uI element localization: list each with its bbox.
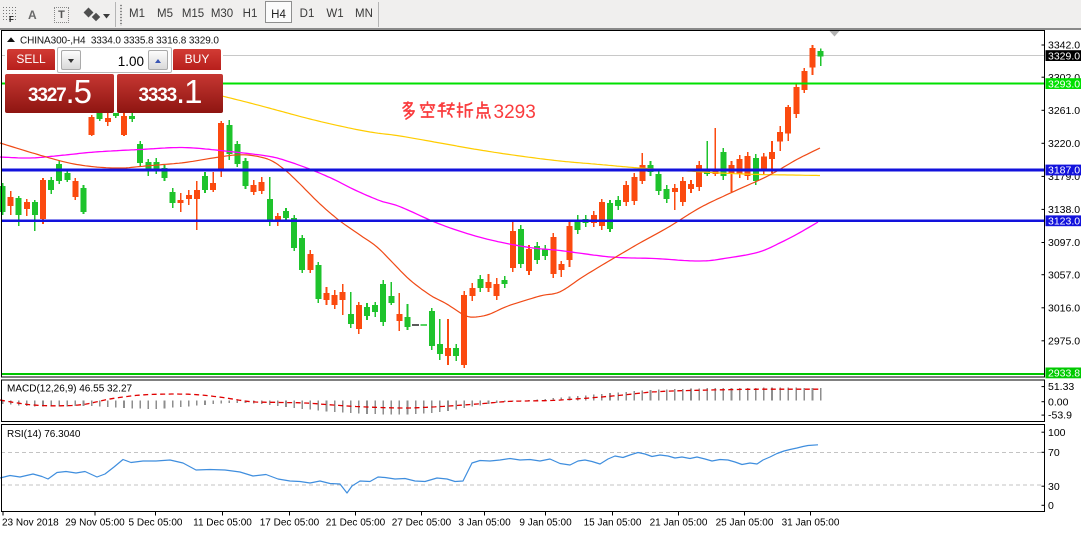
- svg-text:70: 70: [1048, 447, 1060, 459]
- svg-text:3187.0: 3187.0: [1048, 165, 1080, 177]
- svg-text:17 Dec 05:00: 17 Dec 05:00: [260, 518, 320, 529]
- svg-text:3 Jan 05:00: 3 Jan 05:00: [458, 518, 511, 529]
- svg-text:0: 0: [1048, 500, 1054, 512]
- svg-text:5 Dec 05:00: 5 Dec 05:00: [129, 518, 183, 529]
- svg-text:51.33: 51.33: [1048, 381, 1074, 393]
- svg-text:29 Nov 05:00: 29 Nov 05:00: [65, 518, 125, 529]
- svg-text:3123.0: 3123.0: [1048, 216, 1080, 228]
- svg-text:-53.9: -53.9: [1048, 410, 1072, 422]
- svg-text:3057.0: 3057.0: [1048, 269, 1080, 281]
- svg-text:0.00: 0.00: [1048, 396, 1069, 408]
- svg-text:21 Dec 05:00: 21 Dec 05:00: [326, 518, 386, 529]
- svg-text:9 Jan 05:00: 9 Jan 05:00: [519, 518, 572, 529]
- svg-text:RSI(14) 76.3040: RSI(14) 76.3040: [7, 429, 81, 440]
- svg-text:CHINA300-,H4 3334.0 3335.8 33: CHINA300-,H4 3334.0 3335.8 3316.8 3329.0: [20, 36, 219, 47]
- svg-text:21 Jan 05:00: 21 Jan 05:00: [650, 518, 708, 529]
- svg-text:30: 30: [1048, 481, 1060, 493]
- svg-text:3138.0: 3138.0: [1048, 204, 1080, 216]
- svg-text:23 Nov 2018: 23 Nov 2018: [2, 518, 59, 529]
- svg-text:3329.0: 3329.0: [1048, 50, 1080, 62]
- svg-text:2975.0: 2975.0: [1048, 335, 1080, 347]
- svg-text:31 Jan 05:00: 31 Jan 05:00: [782, 518, 840, 529]
- svg-text:3293.0: 3293.0: [1048, 78, 1080, 90]
- svg-text:3293: 3293: [494, 102, 536, 123]
- svg-text:15 Jan 05:00: 15 Jan 05:00: [584, 518, 642, 529]
- svg-text:3097.0: 3097.0: [1048, 237, 1080, 249]
- svg-text:3261.0: 3261.0: [1048, 105, 1080, 117]
- svg-text:3016.0: 3016.0: [1048, 302, 1080, 314]
- svg-text:11 Dec 05:00: 11 Dec 05:00: [193, 518, 252, 529]
- svg-text:3342.0: 3342.0: [1048, 40, 1080, 52]
- svg-text:100: 100: [1048, 427, 1066, 439]
- svg-text:27 Dec 05:00: 27 Dec 05:00: [392, 518, 452, 529]
- svg-text:3220.0: 3220.0: [1048, 138, 1080, 150]
- svg-text:2933.8: 2933.8: [1048, 368, 1080, 380]
- svg-text:MACD(12,26,9) 46.55 32.27: MACD(12,26,9) 46.55 32.27: [7, 384, 133, 395]
- svg-text:25 Jan 05:00: 25 Jan 05:00: [716, 518, 774, 529]
